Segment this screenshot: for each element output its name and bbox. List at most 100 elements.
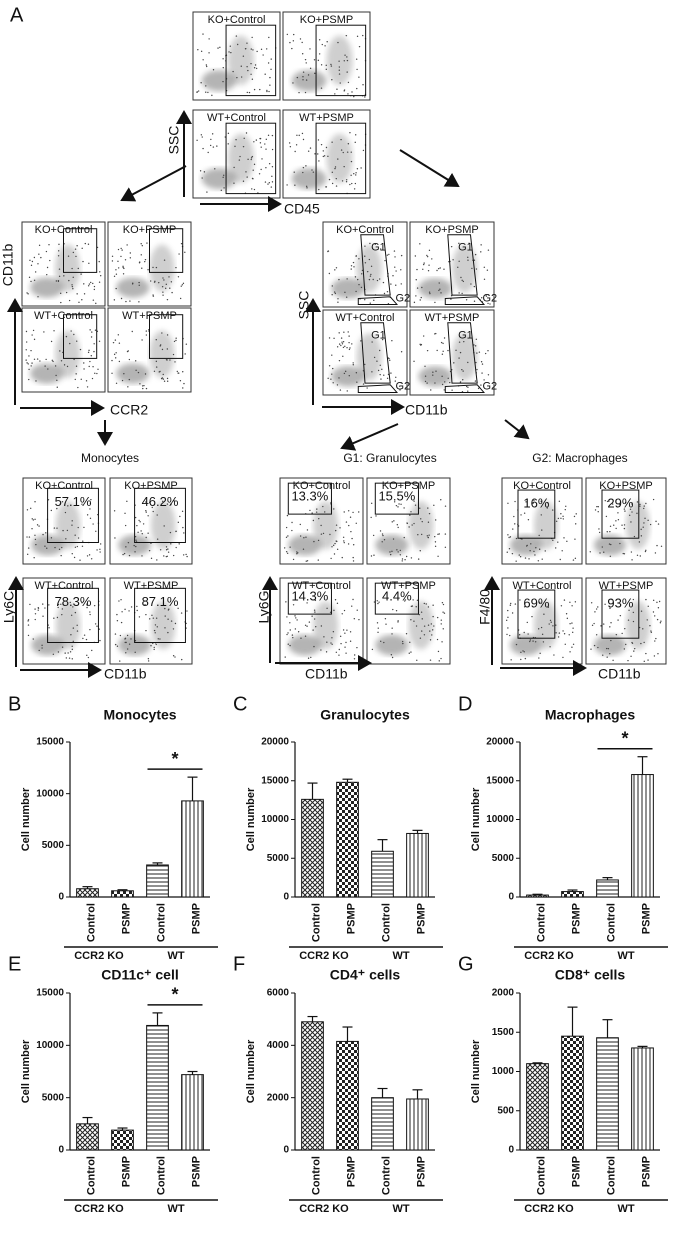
event-dot: [138, 301, 140, 303]
event-dot: [265, 148, 267, 150]
event-dot: [205, 64, 208, 66]
event-dot: [439, 267, 441, 269]
event-dot: [173, 340, 176, 343]
event-dot: [28, 355, 30, 357]
gate: [374, 582, 419, 615]
event-dot: [259, 142, 262, 144]
event-dot: [434, 382, 436, 384]
event-dot: [267, 62, 270, 64]
event-dot: [355, 174, 357, 176]
event-dot: [642, 526, 644, 528]
y-tick-label: 10000: [36, 788, 64, 799]
event-dot: [432, 615, 434, 618]
bar: [596, 879, 619, 898]
event-dot: [337, 301, 339, 303]
event-dot: [201, 136, 203, 138]
event-dot: [336, 548, 339, 551]
event-dot: [163, 259, 166, 261]
x-tick-label: Control: [605, 903, 617, 942]
event-dot: [156, 514, 158, 516]
event-dot: [574, 557, 577, 560]
event-dot: [126, 244, 128, 246]
event-dot: [649, 523, 652, 526]
event-dot: [347, 510, 350, 512]
event-dot: [38, 525, 40, 527]
gate-percent: 15.5%: [378, 489, 415, 504]
event-dot: [32, 329, 35, 332]
event-dot: [566, 617, 569, 620]
event-dot: [47, 368, 49, 370]
event-dot: [292, 604, 295, 606]
event-dot: [309, 509, 311, 512]
event-dot: [30, 349, 32, 352]
event-dot: [58, 243, 60, 246]
event-dot: [383, 641, 385, 644]
event-dot: [285, 551, 288, 553]
event-dot: [387, 357, 390, 359]
event-dot: [337, 41, 339, 44]
event-dot: [302, 71, 305, 73]
event-dot: [467, 386, 469, 389]
event-dot: [236, 76, 238, 79]
event-dot: [322, 150, 324, 152]
event-dot: [595, 634, 598, 636]
event-dot: [145, 629, 147, 632]
gate-label: G2: [482, 292, 497, 304]
event-dot: [442, 628, 444, 630]
event-dot: [269, 76, 271, 79]
event-dot: [247, 158, 249, 161]
event-dot: [127, 386, 129, 388]
event-dot: [325, 186, 327, 188]
event-dot: [373, 299, 375, 302]
event-dot: [362, 84, 364, 86]
event-dot: [181, 284, 184, 286]
event-dot: [507, 616, 509, 619]
significance-star: *: [621, 728, 628, 748]
plot-label: WT+PSMP: [124, 580, 179, 592]
event-dot: [415, 295, 417, 297]
event-dot: [322, 532, 325, 535]
event-dot: [122, 553, 124, 556]
event-dot: [392, 275, 394, 277]
event-dot: [350, 151, 352, 153]
event-dot: [286, 616, 288, 618]
y-tick-label: 5000: [267, 853, 290, 864]
event-dot: [28, 368, 30, 371]
event-dot: [196, 91, 198, 93]
event-dot: [304, 58, 307, 61]
event-dot: [555, 624, 557, 626]
event-dot: [354, 276, 357, 278]
density-blob: [31, 534, 65, 556]
event-dot: [165, 283, 168, 286]
event-dot: [46, 273, 48, 276]
event-dot: [174, 622, 177, 625]
event-dot: [508, 536, 510, 539]
event-dot: [647, 605, 649, 607]
event-dot: [94, 329, 97, 331]
event-dot: [372, 534, 375, 537]
event-dot: [235, 35, 238, 37]
x-tick-label: PSMP: [640, 1156, 652, 1187]
density-blob: [326, 133, 353, 184]
event-dot: [400, 283, 402, 285]
event-dot: [297, 552, 299, 554]
event-dot: [95, 302, 97, 305]
event-dot: [562, 630, 564, 632]
event-dot: [438, 660, 440, 662]
event-dot: [348, 524, 350, 527]
event-dot: [437, 650, 440, 653]
x-tick-label: PSMP: [570, 903, 582, 934]
event-dot: [481, 297, 483, 299]
event-dot: [111, 255, 114, 257]
flow-plot: WT+PSMP: [282, 109, 371, 199]
event-dot: [420, 296, 422, 299]
event-dot: [569, 623, 571, 625]
event-dot: [311, 512, 313, 514]
chart-title: CD4⁺ cells: [330, 967, 401, 983]
event-dot: [26, 536, 28, 538]
event-dot: [99, 551, 101, 553]
event-dot: [38, 253, 40, 255]
event-dot: [245, 132, 248, 134]
